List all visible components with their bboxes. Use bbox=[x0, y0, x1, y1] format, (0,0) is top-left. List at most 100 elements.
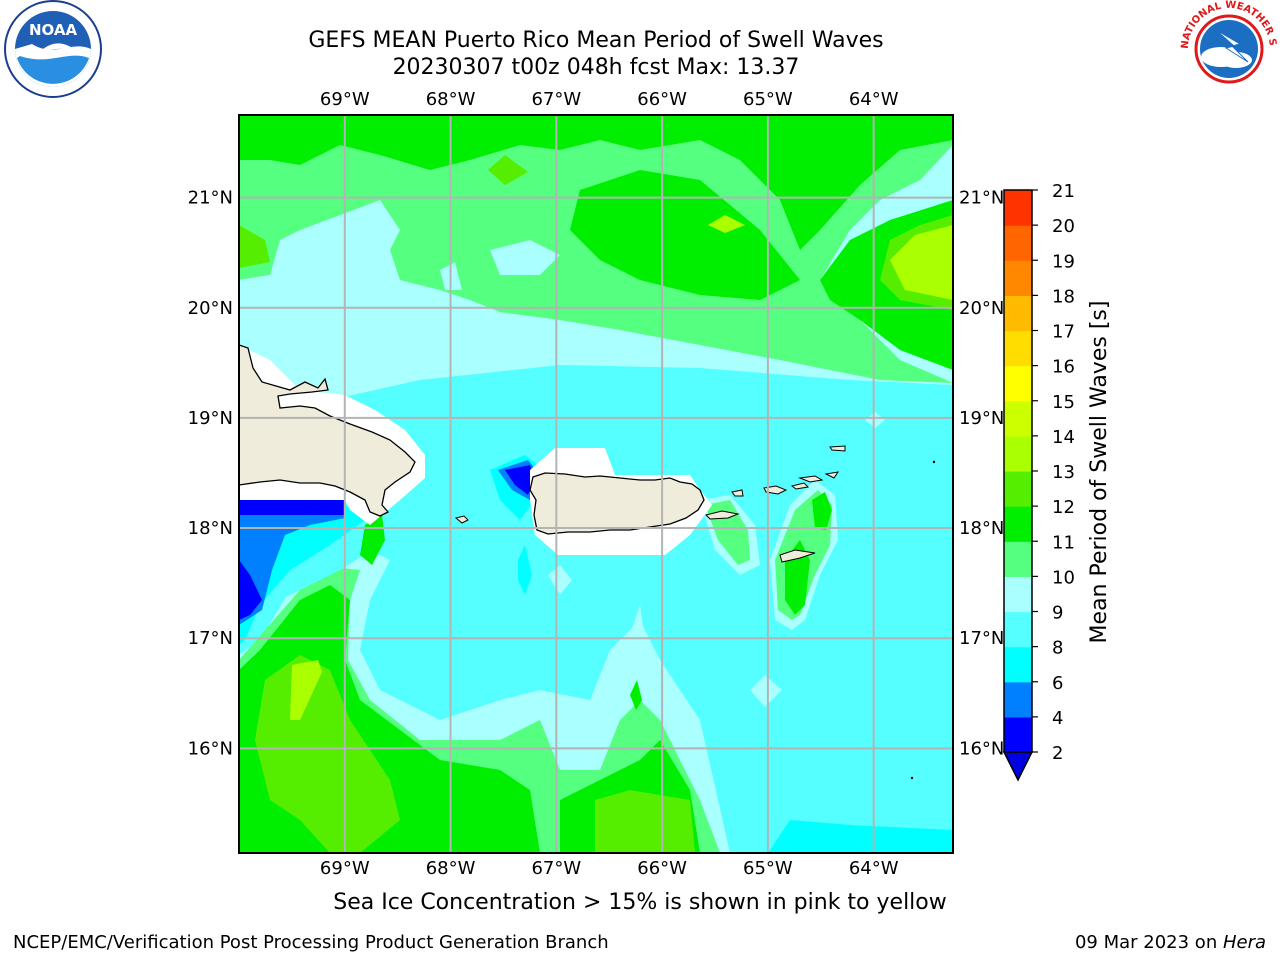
virgin-gorda-island bbox=[824, 471, 840, 479]
islet-1 bbox=[932, 460, 936, 464]
contour-11-12-north bbox=[239, 115, 953, 250]
colorbar-tick-label: 20 bbox=[1052, 216, 1075, 237]
colorbar-tick-label: 18 bbox=[1052, 286, 1075, 307]
contour-13-14-south bbox=[290, 660, 322, 720]
contour-10-11-spot2 bbox=[490, 240, 560, 275]
chart-title: GEFS MEAN Puerto Rico Mean Period of Swe… bbox=[296, 27, 896, 81]
title-line-2: 20230307 t00z 048h fcst Max: 13.37 bbox=[392, 55, 800, 80]
lat-label-right: 20°N bbox=[959, 298, 1004, 319]
anegada-island bbox=[829, 445, 846, 452]
lat-label-left: 16°N bbox=[188, 738, 233, 759]
lat-label-right: 16°N bbox=[959, 738, 1004, 759]
colorbar-segment bbox=[1004, 400, 1032, 437]
colorbar-segment bbox=[1004, 541, 1032, 577]
culebra-island bbox=[731, 489, 744, 497]
colorbar-segment bbox=[1004, 716, 1032, 753]
colorbar-tick-label: 13 bbox=[1052, 462, 1075, 483]
colorbar-segment bbox=[1004, 260, 1032, 296]
contour-13-14-spot bbox=[708, 215, 745, 233]
contour-6-8-south bbox=[768, 820, 953, 853]
title-line-1: GEFS MEAN Puerto Rico Mean Period of Swe… bbox=[308, 28, 884, 53]
contour-10-11-diamond bbox=[750, 675, 782, 707]
lat-label-left: 21°N bbox=[188, 188, 233, 209]
hispaniola-land bbox=[239, 344, 416, 517]
colorbar-tick-label: 19 bbox=[1052, 251, 1075, 272]
lon-label-top: 65°W bbox=[743, 89, 793, 110]
colorbar-tick-label: 4 bbox=[1052, 708, 1063, 729]
colorbar-segment bbox=[1004, 295, 1032, 332]
lat-label-left: 19°N bbox=[188, 408, 233, 429]
colorbar-tick-label: 9 bbox=[1052, 603, 1063, 624]
colorbar-segment bbox=[1004, 506, 1032, 542]
colorbar-segment bbox=[1004, 646, 1032, 683]
footer-date-text: 09 Mar 2023 on bbox=[1074, 932, 1223, 953]
colorbar-label: Mean Period of Swell Waves [s] bbox=[1087, 301, 1112, 644]
st-croix-island bbox=[779, 549, 816, 563]
colorbar-segment bbox=[1004, 435, 1032, 472]
lat-label-left: 20°N bbox=[188, 298, 233, 319]
tortola-island bbox=[798, 475, 824, 483]
lon-label-top: 69°W bbox=[320, 89, 370, 110]
vieques-island bbox=[705, 510, 740, 520]
contour-12-13-spot1 bbox=[488, 155, 528, 185]
colorbar-segment bbox=[1004, 190, 1032, 226]
colorbar-tick-label: 16 bbox=[1052, 357, 1075, 378]
colorbar-tick-label: 8 bbox=[1052, 638, 1063, 659]
colorbar-tick-label: 11 bbox=[1052, 532, 1075, 553]
sea-ice-caption: Sea Ice Concentration > 15% is shown in … bbox=[333, 890, 947, 915]
swell-period-field bbox=[239, 115, 953, 853]
lon-label-bottom: 66°W bbox=[637, 858, 687, 879]
contour-13-14-ne bbox=[890, 225, 953, 300]
lon-label-bottom: 69°W bbox=[320, 858, 370, 879]
footer-machine: Hera bbox=[1222, 932, 1266, 953]
colorbar-segment bbox=[1004, 365, 1032, 402]
contour-12-13-west bbox=[239, 225, 270, 268]
lon-label-top: 68°W bbox=[426, 89, 476, 110]
contour-2-4-mona bbox=[505, 465, 535, 495]
colorbar-tick-label: 14 bbox=[1052, 427, 1075, 448]
colorbar-segment bbox=[1004, 611, 1032, 648]
contour-11-12-stcroix2 bbox=[812, 492, 832, 530]
colorbar-tick-label: 10 bbox=[1052, 567, 1075, 588]
lon-label-bottom: 64°W bbox=[849, 858, 899, 879]
contour-4-6-west bbox=[239, 500, 345, 625]
puerto-rico-land bbox=[529, 472, 705, 535]
lon-label-bottom: 67°W bbox=[531, 858, 581, 879]
st-thomas-island bbox=[763, 485, 788, 495]
colorbar-tick-label: 21 bbox=[1052, 181, 1075, 202]
lat-label-left: 18°N bbox=[188, 518, 233, 539]
colorbar-tick-label: 12 bbox=[1052, 497, 1075, 518]
lat-label-right: 19°N bbox=[959, 408, 1004, 429]
colorbar-segment bbox=[1004, 330, 1032, 367]
contour-2-4-west2 bbox=[239, 560, 262, 620]
lat-label-right: 17°N bbox=[959, 628, 1004, 649]
st-john-island bbox=[790, 482, 810, 490]
contour-9-10-west bbox=[239, 275, 280, 345]
lon-label-top: 66°W bbox=[637, 89, 687, 110]
islet-2 bbox=[910, 776, 914, 780]
footer-date: 09 Mar 2023 on Hera bbox=[1075, 932, 1266, 953]
colorbar-segment bbox=[1004, 681, 1032, 718]
map-axis-labels: 69°W 69°W 68°W 68°W 67°W 67°W 66°W 66°W 65°W 65°W… bbox=[188, 89, 1005, 879]
lat-label-right: 18°N bbox=[959, 518, 1004, 539]
colorbar-tick-label: 2 bbox=[1052, 743, 1063, 764]
colorbar-segment bbox=[1004, 471, 1032, 507]
colorbar-segment bbox=[1004, 576, 1032, 613]
map-gridlines bbox=[239, 115, 953, 853]
colorbar-tick-label: 17 bbox=[1052, 322, 1075, 343]
contour-2-4-west bbox=[239, 500, 345, 515]
contour-11-12-mid bbox=[570, 170, 800, 300]
contour-9-10-spot-e bbox=[865, 412, 885, 428]
noaa-logo: NOAA bbox=[4, 0, 102, 98]
contour-6-8-spot-c bbox=[518, 545, 532, 595]
contour-12-13-south2 bbox=[595, 790, 695, 853]
footer-credit: NCEP/EMC/Verification Post Processing Pr… bbox=[13, 932, 609, 953]
contour-11-12-spot bbox=[630, 680, 642, 710]
lat-label-left: 17°N bbox=[188, 628, 233, 649]
colorbar-tick-label: 15 bbox=[1052, 392, 1075, 413]
lat-label-right: 21°N bbox=[959, 188, 1004, 209]
lon-label-top: 64°W bbox=[849, 89, 899, 110]
map-frame bbox=[238, 114, 954, 854]
contour-10-11-spot-c bbox=[548, 565, 572, 595]
